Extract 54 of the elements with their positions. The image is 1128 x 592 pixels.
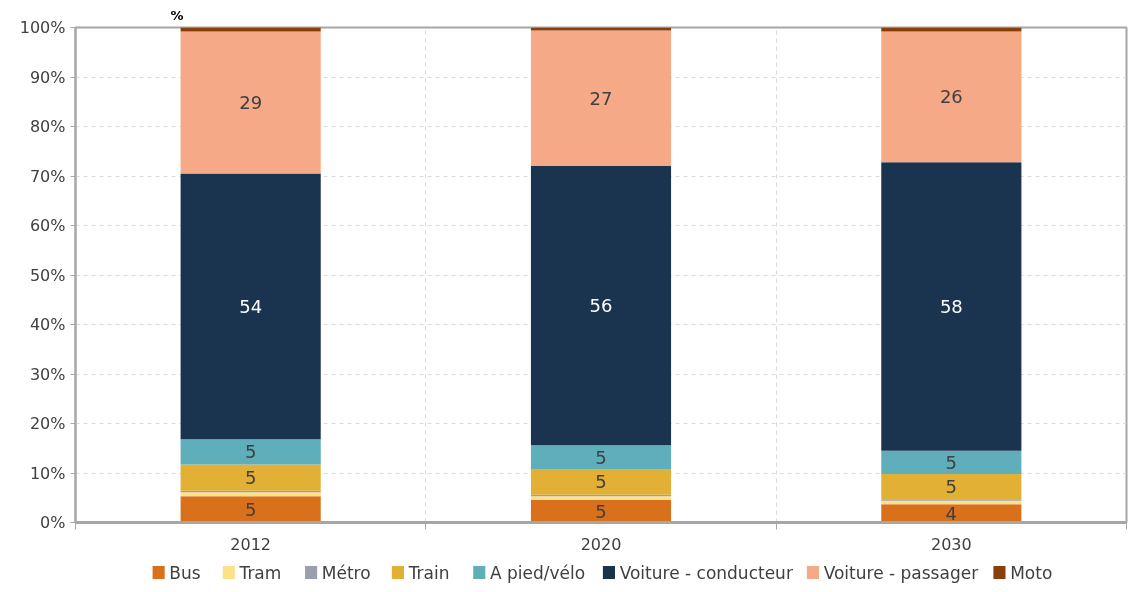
data-label: 5 xyxy=(945,451,958,473)
legend-label: Train xyxy=(407,562,450,583)
y-tick-label: 20% xyxy=(29,414,66,433)
data-label: 27 xyxy=(589,87,613,109)
legend-label: Tram xyxy=(238,562,282,583)
x-tick-label: 2030 xyxy=(930,534,972,554)
legend-label: A pied/vélo xyxy=(489,562,586,583)
data-label: 5 xyxy=(945,476,958,498)
y-tick-label: 60% xyxy=(29,216,66,235)
bar xyxy=(180,439,321,465)
bar xyxy=(530,445,672,470)
legend-label: Métro xyxy=(321,562,371,583)
data-label: 29 xyxy=(239,91,263,113)
bar xyxy=(881,504,1022,523)
bar xyxy=(180,492,321,497)
data-label: 56 xyxy=(589,295,613,317)
bar xyxy=(530,469,672,495)
y-tick-label: 50% xyxy=(29,265,66,285)
bar xyxy=(881,31,1022,163)
bar xyxy=(530,166,672,446)
data-label: 5 xyxy=(244,441,257,463)
legend-label: Moto xyxy=(1010,562,1053,583)
bar xyxy=(881,162,1022,451)
x-tick-label: 2020 xyxy=(580,534,622,554)
y-tick-label: 80% xyxy=(29,117,66,136)
y-tick-label: 0% xyxy=(40,513,66,532)
legend-label: Voiture - passager xyxy=(823,562,979,583)
data-label: 5 xyxy=(595,446,607,468)
bar xyxy=(881,450,1022,474)
y-tick-label: 40% xyxy=(29,315,66,334)
y-tick-label: 100% xyxy=(19,18,66,37)
data-label: 5 xyxy=(595,500,607,522)
y-tick-label: 90% xyxy=(29,67,66,87)
legend-label: Voiture - conducteur xyxy=(619,562,793,583)
data-label: 5 xyxy=(595,471,607,493)
y-tick-label: 10% xyxy=(29,463,66,483)
data-label: 58 xyxy=(939,295,963,317)
bar xyxy=(530,30,672,167)
x-tick-label: 2012 xyxy=(230,534,272,554)
bar xyxy=(180,464,321,491)
data-label: 54 xyxy=(239,295,263,317)
data-label: 5 xyxy=(244,498,257,520)
bar xyxy=(180,496,321,523)
y-tick-label: 70% xyxy=(29,166,66,186)
data-label: 4 xyxy=(945,502,958,524)
bar xyxy=(530,499,672,523)
legend-label: Bus xyxy=(169,562,201,583)
bar xyxy=(180,31,321,174)
data-label: 5 xyxy=(244,467,257,489)
bar xyxy=(180,173,321,440)
y-tick-label: 30% xyxy=(29,364,66,384)
y-axis-title: % xyxy=(170,7,184,23)
data-label: 26 xyxy=(939,86,963,108)
bar xyxy=(881,473,1022,500)
